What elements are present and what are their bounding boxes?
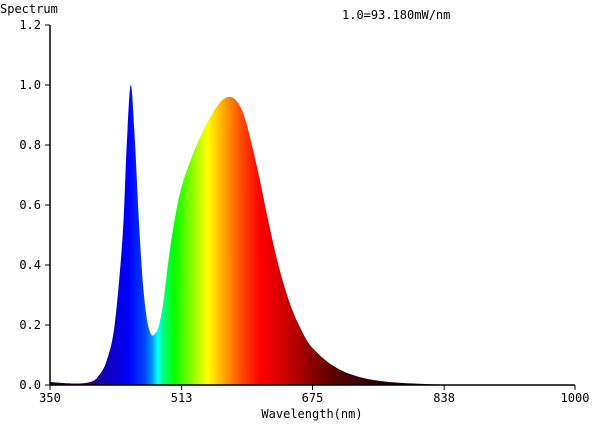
- y-tick-label: 0.6: [19, 198, 41, 212]
- axes: 0.0 0.2 0.4 0.6 0.8 1.0 1.2 350 513 675 838 1000: [19, 18, 589, 405]
- y-tick-label: 0.2: [19, 318, 41, 332]
- y-axis-title: Spectrum: [0, 2, 58, 16]
- y-tick-label: 1.0: [19, 78, 41, 92]
- y-tick-label: 0.8: [19, 138, 41, 152]
- y-tick-label: 0.0: [19, 378, 41, 392]
- y-tick-label: 1.2: [19, 18, 41, 32]
- chart-labels: Spectrum 1.0=93.180mW/nm Wavelength(nm): [0, 2, 450, 421]
- spectrum-area: [50, 84, 575, 385]
- x-axis-title: Wavelength(nm): [261, 407, 362, 421]
- unit-annotation: 1.0=93.180mW/nm: [342, 8, 450, 22]
- x-tick-label: 350: [39, 391, 61, 405]
- x-tick-label: 1000: [561, 391, 590, 405]
- x-tick-label: 675: [302, 391, 324, 405]
- x-tick-label: 513: [171, 391, 193, 405]
- y-tick-label: 0.4: [19, 258, 41, 272]
- plot-area: [50, 84, 575, 385]
- x-tick-label: 838: [433, 391, 455, 405]
